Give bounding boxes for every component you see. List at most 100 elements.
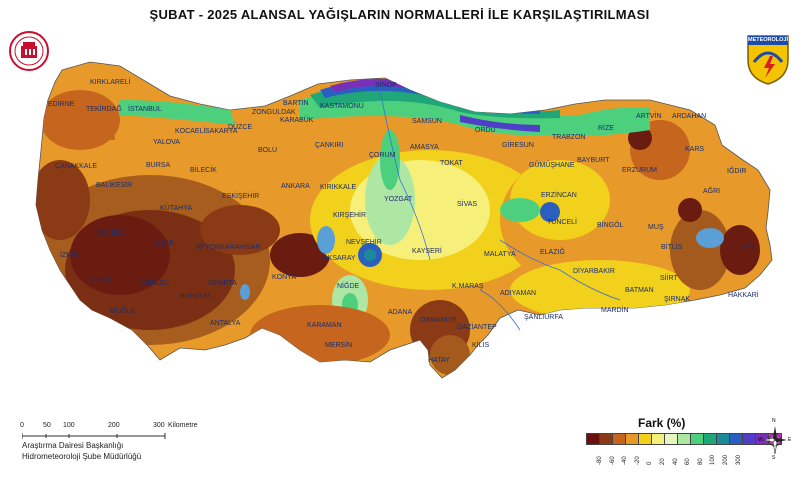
- city-label: VAN: [740, 243, 754, 250]
- city-label: KÜTAHYA: [160, 205, 193, 212]
- scale-tick: 0: [20, 422, 24, 429]
- city-label: KASTAMONU: [320, 103, 364, 110]
- city-label: BALIKESİR: [96, 182, 133, 189]
- city-label: NEVŞEHİR: [346, 239, 382, 246]
- legend-swatch: [612, 433, 625, 445]
- city-label: ZONGULDAK: [252, 109, 296, 116]
- legend-tick-label: 300: [735, 454, 742, 465]
- scale-tick: 300: [153, 422, 165, 429]
- legend-tick-label: 0: [647, 461, 654, 465]
- city-label: SAKARYA: [205, 128, 238, 135]
- legend-tick-label: -20: [634, 456, 641, 465]
- ministry-seal-logo: [9, 31, 49, 71]
- city-label: ŞIRNAK: [664, 296, 691, 303]
- city-label: ÇORUM: [369, 152, 396, 159]
- city-label: ÇANAKKALE: [55, 163, 98, 170]
- legend-swatch: [690, 433, 703, 445]
- legend-tick-label: 100: [710, 454, 717, 465]
- legend-swatch: [703, 433, 716, 445]
- city-label: KONYA: [272, 274, 296, 281]
- city-label: SİNOP: [375, 82, 397, 89]
- city-label: BARTIN: [283, 100, 309, 107]
- legend-swatch: [599, 433, 612, 445]
- city-label: ISPARTA: [208, 280, 237, 287]
- city-label: ANKARA: [281, 183, 310, 190]
- legend-tick-label: -60: [609, 456, 616, 465]
- city-label: EDİRNE: [48, 101, 75, 108]
- city-label: DENİZLİ: [142, 280, 169, 287]
- legend-tick-label: 40: [672, 458, 679, 465]
- scale-tick: 200: [108, 422, 120, 429]
- city-label: BİNGÖL: [597, 222, 624, 229]
- city-label: MUĞLA: [110, 308, 135, 315]
- scale-bar-graphic: [22, 433, 166, 439]
- van-lake: [696, 228, 724, 248]
- city-label: İZMİR: [60, 252, 80, 259]
- city-label: BURDUR: [180, 293, 210, 300]
- city-label: KARAMAN: [307, 322, 342, 329]
- city-label: YOZGAT: [384, 196, 413, 203]
- legend-swatch: [625, 433, 638, 445]
- city-label: UŞAK: [155, 240, 175, 247]
- city-label: OSMANİYE: [420, 317, 457, 324]
- city-label: BURSA: [146, 162, 171, 169]
- legend-tick-label: -80: [597, 456, 603, 465]
- department-line-1: Araştırma Dairesi Başkanlığı: [22, 441, 124, 450]
- city-label: DÜZCE: [228, 124, 253, 131]
- city-label: BOLU: [258, 147, 278, 154]
- city-label: RİZE: [598, 125, 614, 132]
- legend-title: Fark (%): [638, 416, 686, 430]
- city-label: ERZİNCAN: [541, 192, 577, 199]
- city-label: SİVAS: [457, 201, 478, 208]
- meteoroloji-logo: [747, 35, 789, 85]
- city-label: TOKAT: [440, 160, 463, 167]
- city-label: AMASYA: [410, 144, 439, 151]
- city-label: SİİRT: [660, 275, 678, 282]
- legend-swatch: [755, 433, 768, 445]
- city-label: MUŞ: [648, 224, 664, 231]
- city-label: BİLECİK: [190, 167, 217, 174]
- compass-rose-icon: [762, 426, 787, 455]
- city-label: ERZURUM: [622, 167, 657, 174]
- beysehir-lake: [240, 284, 250, 300]
- city-label: AFYONKARAHİSAR: [196, 244, 261, 251]
- city-label: ORDU: [475, 127, 496, 134]
- city-label: ESKİŞEHİR: [222, 193, 260, 200]
- compass-n: N: [772, 418, 776, 424]
- city-label: KİLİS: [472, 342, 490, 349]
- scale-tick: 50: [43, 422, 51, 429]
- scale-unit: Kilometre: [168, 422, 198, 429]
- city-label: NİĞDE: [337, 283, 360, 290]
- city-label: KIRŞEHİR: [333, 212, 367, 219]
- city-label: KIRIKKALE: [320, 184, 357, 191]
- city-label: SAMSUN: [412, 118, 442, 125]
- city-label: İSTANBUL: [128, 106, 162, 113]
- city-label: GAZİANTEP: [457, 324, 497, 331]
- city-label: KAYSERİ: [412, 248, 442, 255]
- city-label: AKSARAY: [323, 255, 356, 262]
- legend-tick-label: 80: [697, 458, 704, 465]
- city-label: BİTLİS: [661, 244, 683, 251]
- city-label: ARDAHAN: [672, 113, 707, 120]
- legend-ticks: -80 -60 -40 -20 0 20 40 60 80 100 200 300: [586, 447, 746, 467]
- meteoroloji-logo-text: METEOROLOJİ: [747, 37, 789, 43]
- legend-swatch: [716, 433, 729, 445]
- city-label: AĞRI: [703, 188, 721, 195]
- city-label: MALATYA: [484, 251, 516, 258]
- legend-tick-label: 20: [660, 458, 666, 465]
- city-label: MERSİN: [325, 342, 353, 349]
- city-label: BATMAN: [625, 287, 654, 294]
- city-label: DİYARBAKIR: [573, 268, 615, 275]
- city-label: ELAZIĞ: [540, 249, 565, 256]
- legend-colorbar: [586, 433, 782, 445]
- city-label: TEKİRDAĞ: [86, 106, 122, 113]
- compass-s: S: [772, 455, 776, 461]
- map-title: ŞUBAT - 2025 ALANSAL YAĞIŞLARIN NORMALLE…: [149, 7, 650, 22]
- city-label: K.MARAŞ: [452, 283, 484, 290]
- city-label: KOCAELİ: [175, 128, 206, 135]
- legend-tick-label: 200: [723, 454, 729, 465]
- compass-w: W: [758, 437, 763, 443]
- city-label: TRABZON: [552, 134, 586, 141]
- legend-swatch: [638, 433, 651, 445]
